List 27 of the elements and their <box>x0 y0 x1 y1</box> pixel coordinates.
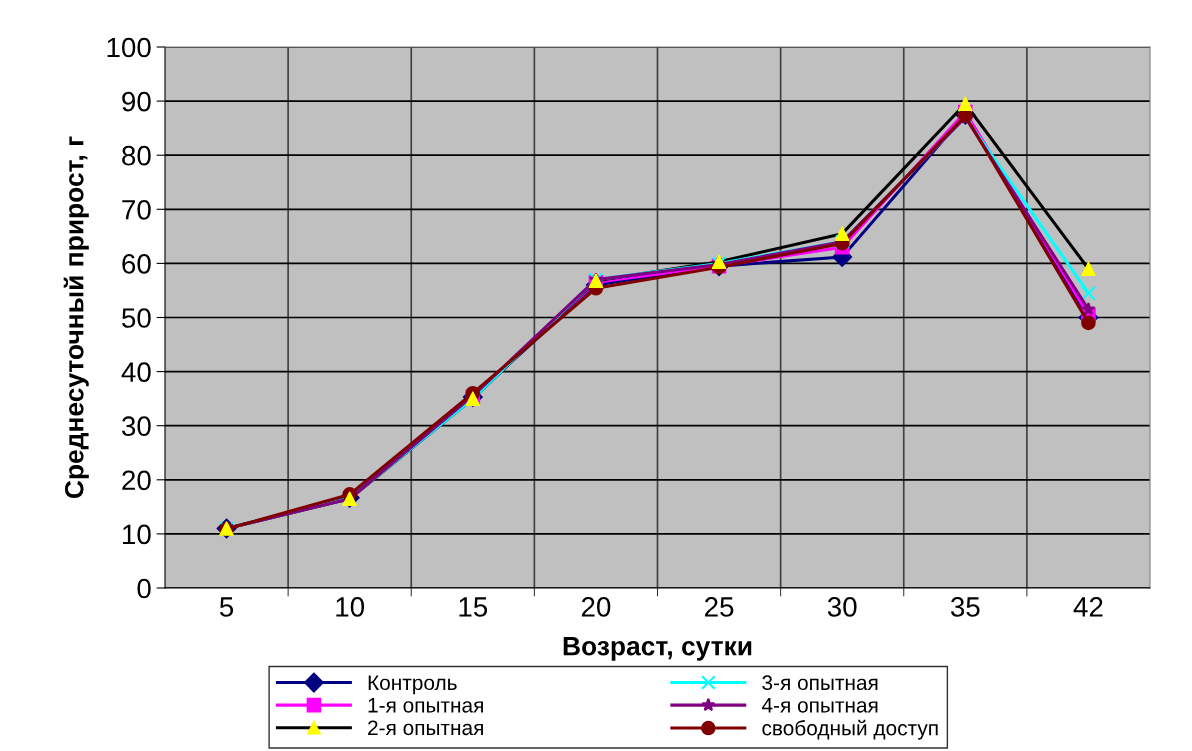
legend-label: свободный доступ <box>762 719 938 740</box>
legend-label: 2-я опытная <box>368 720 483 736</box>
y-tick-label: 80 <box>122 145 151 166</box>
y-tick-label: 30 <box>121 416 151 437</box>
x-tick-label: 20 <box>581 597 611 617</box>
y-tick-label: 90 <box>122 91 151 112</box>
y-tick-label: 10 <box>123 524 151 545</box>
x-tick-label: 35 <box>950 597 980 617</box>
x-tick-label: 42 <box>1073 597 1103 617</box>
legend-label: 1-я опытная <box>368 698 483 713</box>
y-tick-label: 0 <box>137 578 151 599</box>
x-tick-label: 25 <box>705 597 734 617</box>
y-tick-label: 50 <box>122 308 151 328</box>
y-tick-label: 20 <box>122 470 151 491</box>
x-tick-label: 5 <box>219 597 234 617</box>
legend-label: 3-я опытная <box>762 675 878 691</box>
x-tick-label: 15 <box>459 597 488 617</box>
y-tick-label: 100 <box>107 37 151 58</box>
y-tick-label: 40 <box>121 362 151 382</box>
legend-label: 4-я опытная <box>761 698 878 713</box>
x-tick-label: 10 <box>336 597 365 617</box>
x-axis-title: Возраст, сутки <box>563 637 752 661</box>
legend-label: Контроль <box>368 675 457 695</box>
y-tick-label: 70 <box>122 199 151 220</box>
y-tick-label: 60 <box>122 254 151 274</box>
y-axis-title: Среднесуточный прирост, г <box>63 136 89 499</box>
x-tick-label: 30 <box>827 597 857 617</box>
